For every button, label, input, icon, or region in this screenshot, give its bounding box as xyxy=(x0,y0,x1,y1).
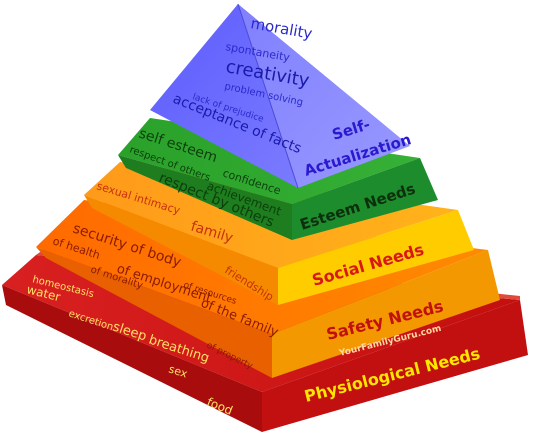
self-left-face xyxy=(150,4,298,188)
safety-right-face xyxy=(272,250,500,378)
word-sex: sex xyxy=(167,362,189,380)
safety-left-side xyxy=(36,247,272,378)
social-left-side xyxy=(84,195,278,305)
tier-self-actualization xyxy=(150,3,410,189)
physiological-left-side xyxy=(2,285,262,432)
esteem-right-face xyxy=(292,158,438,240)
esteem-left-side xyxy=(118,155,292,240)
physiological-right-face xyxy=(262,300,528,432)
self-right-face xyxy=(238,4,410,188)
self-edge xyxy=(237,3,299,189)
social-right-face xyxy=(278,210,474,305)
